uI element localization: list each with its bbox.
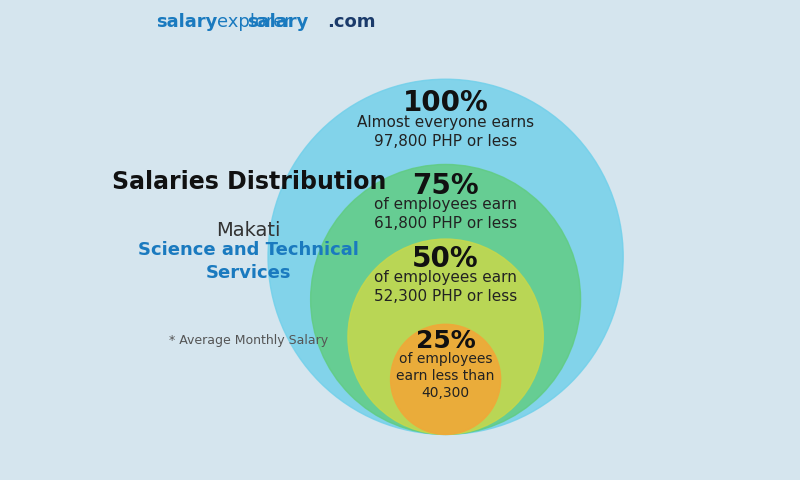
Circle shape	[348, 239, 543, 434]
Circle shape	[310, 165, 581, 434]
Text: 50%: 50%	[412, 245, 479, 273]
Circle shape	[390, 324, 501, 434]
Text: salary: salary	[247, 12, 308, 31]
Text: 52,300 PHP or less: 52,300 PHP or less	[374, 289, 518, 304]
Text: * Average Monthly Salary: * Average Monthly Salary	[170, 334, 328, 348]
Text: 100%: 100%	[402, 89, 489, 117]
Text: Makati: Makati	[217, 221, 281, 240]
Circle shape	[268, 79, 623, 434]
Text: of employees earn: of employees earn	[374, 197, 517, 212]
Text: of employees: of employees	[399, 352, 492, 366]
Text: 40,300: 40,300	[422, 386, 470, 400]
Text: salary: salary	[156, 12, 217, 31]
Text: of employees earn: of employees earn	[374, 270, 517, 285]
Text: explorer: explorer	[217, 12, 292, 31]
Text: 75%: 75%	[412, 172, 479, 200]
Text: Science and Technical
Services: Science and Technical Services	[138, 241, 359, 282]
Text: Salaries Distribution: Salaries Distribution	[112, 170, 386, 194]
Text: .com: .com	[327, 12, 375, 31]
Text: 25%: 25%	[416, 329, 475, 353]
Text: Almost everyone earns: Almost everyone earns	[357, 115, 534, 130]
Text: earn less than: earn less than	[397, 369, 494, 383]
Text: 61,800 PHP or less: 61,800 PHP or less	[374, 216, 518, 231]
Text: 97,800 PHP or less: 97,800 PHP or less	[374, 134, 518, 149]
